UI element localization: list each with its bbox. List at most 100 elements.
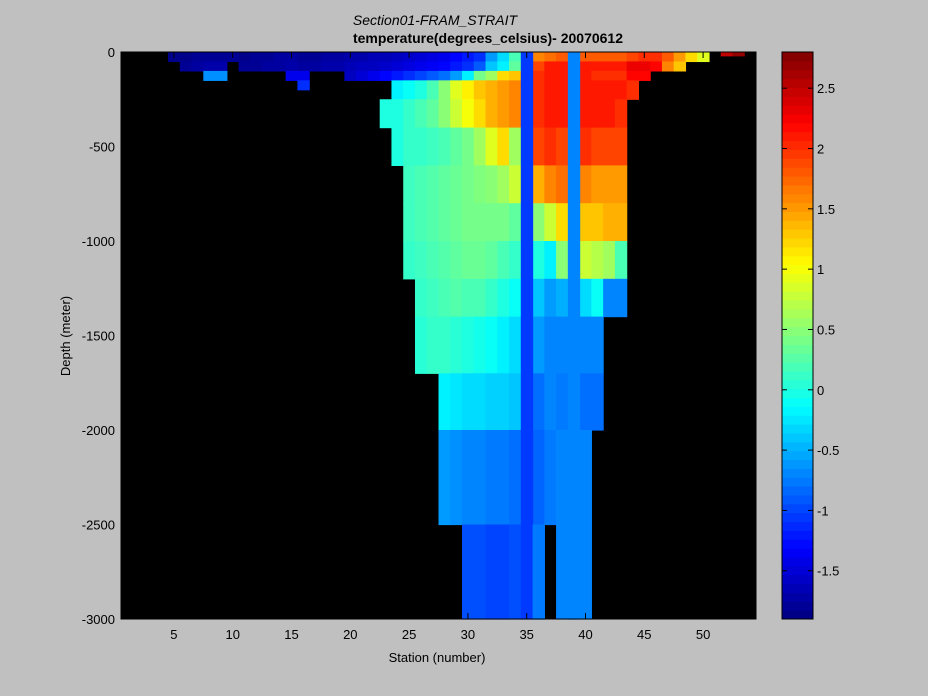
heatmap-cell [485, 127, 498, 166]
heatmap-cell [532, 127, 545, 166]
heatmap-cell [544, 278, 557, 318]
colorbar-segment [782, 87, 813, 97]
y-tick-label: -1000 [82, 234, 115, 249]
heatmap-cell [497, 61, 510, 72]
heatmap-cell [462, 524, 475, 620]
heatmap-cell [414, 203, 428, 242]
heatmap-cell [450, 373, 463, 431]
heatmap-cell [638, 70, 651, 81]
heatmap-cell [532, 99, 545, 129]
heatmap-cell [497, 52, 510, 63]
heatmap-cell [438, 203, 451, 242]
heatmap-cell [450, 61, 463, 72]
heatmap-cell [462, 80, 475, 100]
heatmap-cell [497, 524, 510, 620]
heatmap-cell [544, 99, 557, 129]
heatmap-cell [414, 127, 428, 166]
colorbar-segment [782, 158, 813, 168]
heatmap-cell [438, 61, 451, 72]
heatmap-cell [497, 99, 510, 129]
heatmap-cell [438, 373, 451, 431]
heatmap-cell [450, 70, 463, 81]
heatmap-cell [485, 278, 498, 318]
heatmap-cell [215, 52, 228, 63]
colorbar-segment [782, 238, 813, 248]
heatmap-cell [497, 373, 510, 431]
heatmap-cell [414, 278, 428, 318]
heatmap-cell [414, 99, 428, 129]
colorbar-segment [782, 202, 813, 212]
heatmap-cell [626, 70, 640, 81]
heatmap-cell [673, 61, 687, 72]
heatmap-cell [462, 127, 475, 166]
colorbar-segment [782, 255, 813, 266]
heatmap-cell [509, 127, 522, 166]
heatmap-cell [215, 70, 228, 81]
colorbar-segment [782, 282, 813, 292]
heatmap-cell [614, 127, 628, 166]
colorbar-segment [782, 273, 813, 283]
heatmap-cell [367, 52, 381, 63]
heatmap-cell [532, 241, 545, 280]
heatmap-cell [332, 61, 346, 72]
heatmap-cell [238, 61, 251, 72]
colorbar-segment [782, 362, 813, 372]
heatmap-cell [544, 430, 557, 526]
heatmap-cell [485, 203, 498, 242]
heatmap-cell [579, 70, 592, 81]
heatmap-cell [556, 52, 569, 63]
heatmap-cell [497, 127, 510, 166]
heatmap-cell [509, 241, 522, 280]
colorbar-segment [782, 565, 813, 576]
heatmap-cell [391, 127, 404, 166]
colorbar-segment [782, 432, 813, 443]
heatmap-cell [262, 61, 275, 72]
colorbar-segment [782, 548, 813, 558]
heatmap-cell [614, 99, 628, 129]
heatmap-cell [544, 316, 557, 374]
heatmap-cell [556, 165, 569, 204]
heatmap-cell [426, 99, 440, 129]
heatmap-cell [379, 70, 393, 81]
colorbar-segment [782, 335, 813, 345]
x-tick-label: 50 [696, 627, 710, 642]
heatmap-cell [591, 70, 604, 81]
heatmap-cell [556, 373, 569, 431]
heatmap-cell [591, 52, 604, 63]
heatmap-cell [426, 203, 440, 242]
heatmap-cell [544, 165, 557, 204]
heatmap-cell [391, 99, 404, 129]
heatmap-cell [497, 430, 510, 526]
heatmap-cell [450, 99, 463, 129]
heatmap-cell [462, 165, 475, 204]
heatmap-cell [273, 61, 287, 72]
heatmap-cell [532, 278, 545, 318]
heatmap-cell [509, 80, 522, 100]
heatmap-cell [603, 203, 616, 242]
heatmap-cell [462, 70, 475, 81]
heatmap-cell [509, 70, 522, 81]
heatmap-cell [579, 99, 592, 129]
heatmap-cell [215, 61, 228, 72]
colorbar-segment [782, 264, 813, 274]
heatmap-cell [603, 127, 616, 166]
colorbar-segment [782, 556, 813, 567]
colorbar-segment [782, 486, 813, 496]
colorbar-segment [782, 379, 813, 390]
heatmap-cell [544, 241, 557, 280]
colorbar-segment [782, 415, 813, 425]
colorbar-tick-label: 0 [817, 383, 824, 398]
heatmap-cell [556, 278, 569, 318]
heatmap-cell [591, 203, 604, 242]
heatmap-cell [579, 278, 592, 318]
colorbar-segment [782, 52, 813, 62]
heatmap-cell [462, 203, 475, 242]
heatmap-cell [473, 278, 487, 318]
y-axis-ticks: 0 -500 -1000 -1500 -2000 -2500 -3000 [82, 45, 756, 627]
heatmap-cell [297, 52, 310, 63]
heatmap-cell [579, 61, 592, 72]
heatmap-cell [603, 80, 616, 100]
heatmap-cell [626, 52, 640, 63]
heatmap-cell [544, 127, 557, 166]
